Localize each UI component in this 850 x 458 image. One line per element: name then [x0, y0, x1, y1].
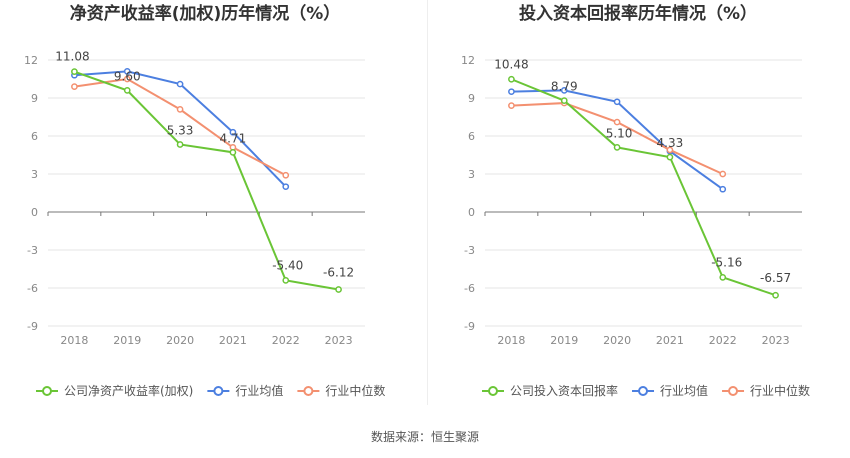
series-point-1 — [613, 144, 621, 151]
data-label: 4.33 — [657, 136, 684, 150]
legend-label: 行业均值 — [660, 383, 708, 398]
series-point-3 — [719, 170, 727, 178]
y-tick-label: 0 — [468, 206, 475, 219]
series-point-2 — [176, 80, 184, 88]
series-point-1 — [176, 141, 184, 148]
y-tick-label: 12 — [24, 54, 38, 67]
series-point-1 — [508, 75, 515, 83]
data-source-footer: 数据来源：恒生聚源 — [370, 430, 479, 444]
legend-label: 公司投入资本回报率 — [510, 383, 618, 398]
y-tick-label: 6 — [31, 130, 38, 143]
legend-swatch-marker — [638, 386, 649, 396]
y-tick-label: 9 — [468, 92, 475, 105]
data-label: 5.10 — [606, 126, 633, 140]
series-point-1 — [282, 277, 290, 284]
chart-panel-2: 投入资本回报率历年情况（%） 12 9 6 3 0 -3 -6 -9 2018 2019 2020 20… — [461, 3, 810, 398]
x-tick-label: 2023 — [325, 334, 353, 347]
y-tick-label: -6 — [464, 282, 475, 295]
series-point-3 — [508, 102, 515, 109]
y-tick-label: -3 — [464, 244, 475, 257]
chart-panel-1: 净资产收益率(加权)历年情况（%） 12 9 6 3 0 -3 -6 -9 2018 2019 202… — [24, 3, 385, 398]
chart-title: 投入资本回报率历年情况（%） — [519, 3, 757, 24]
legend-label: 行业中位数 — [750, 383, 810, 398]
series-line-1 — [511, 78, 776, 297]
data-label: 11.08 — [55, 50, 89, 64]
series-point-3 — [176, 106, 184, 113]
series-point-2 — [719, 185, 727, 193]
data-label: -5.16 — [711, 255, 742, 269]
data-label: 8.79 — [551, 80, 578, 94]
y-tick-label: 0 — [31, 206, 38, 219]
x-tick-label: 2021 — [656, 334, 684, 347]
data-label: -6.12 — [323, 266, 354, 280]
y-tick-label: 6 — [468, 130, 475, 143]
series-point-3 — [123, 75, 131, 83]
legend-item-1: 公司净资产收益率(加权) — [36, 383, 193, 398]
legend-item-3: 行业中位数 — [722, 383, 810, 398]
x-tick-label: 2022 — [709, 334, 737, 347]
x-tick-label: 2019 — [550, 334, 578, 347]
y-tick-label: 3 — [468, 168, 475, 181]
series-point-1 — [229, 148, 237, 156]
x-tick-label: 2023 — [762, 334, 790, 347]
x-tick-label: 2018 — [497, 334, 525, 347]
y-tick-label: 3 — [31, 168, 38, 181]
legend-label: 行业均值 — [235, 383, 283, 398]
series-point-2 — [613, 98, 621, 106]
series-point-1 — [123, 87, 131, 94]
data-label: 9.60 — [114, 69, 141, 83]
series-point-2 — [229, 128, 237, 136]
series-point-1 — [772, 291, 779, 299]
data-label: 4.71 — [220, 131, 247, 145]
legend-swatch-marker — [42, 386, 52, 396]
series-point-2 — [560, 87, 568, 94]
legend-swatch-marker — [488, 386, 498, 396]
y-tick-label: -3 — [27, 244, 38, 257]
legend-swatch-marker — [303, 386, 314, 396]
y-tick-label: 12 — [461, 54, 475, 67]
series-point-1 — [335, 286, 342, 293]
x-tick-label: 2020 — [603, 334, 631, 347]
series-line-1 — [74, 70, 339, 291]
series-point-3 — [613, 118, 621, 126]
series-point-2 — [123, 68, 131, 75]
panel-divider — [427, 0, 428, 405]
legend-swatch-marker — [213, 386, 224, 396]
series-point-3 — [282, 171, 290, 179]
series-point-1 — [560, 97, 568, 105]
series-point-1 — [719, 274, 727, 281]
y-tick-label: -9 — [27, 320, 38, 333]
series-point-2 — [508, 88, 515, 96]
legend-swatch-marker — [728, 386, 739, 396]
y-tick-label: -9 — [464, 320, 475, 333]
series-point-3 — [71, 83, 78, 90]
x-tick-label: 2018 — [60, 334, 88, 347]
x-tick-label: 2022 — [272, 334, 300, 347]
legend-item-1: 公司投入资本回报率 — [482, 383, 618, 398]
series-point-3 — [666, 146, 674, 154]
chart-title: 净资产收益率(加权)历年情况（%） — [70, 3, 341, 24]
data-label: 5.33 — [167, 123, 194, 137]
x-tick-label: 2019 — [113, 334, 141, 347]
x-tick-label: 2020 — [166, 334, 194, 347]
series-point-2 — [282, 183, 290, 191]
series-point-1 — [71, 68, 78, 76]
y-tick-label: 9 — [31, 92, 38, 105]
data-label: -5.40 — [272, 258, 303, 272]
series-point-1 — [666, 153, 674, 161]
legend-item-2: 行业均值 — [632, 383, 708, 398]
legend-label: 公司净资产收益率(加权) — [64, 383, 193, 398]
legend-label: 行业中位数 — [325, 383, 385, 398]
y-tick-label: -6 — [27, 282, 38, 295]
data-label: 10.48 — [494, 57, 528, 71]
legend-item-3: 行业中位数 — [297, 383, 385, 398]
data-label: -6.57 — [760, 271, 791, 285]
x-tick-label: 2021 — [219, 334, 247, 347]
legend-item-2: 行业均值 — [207, 383, 283, 398]
